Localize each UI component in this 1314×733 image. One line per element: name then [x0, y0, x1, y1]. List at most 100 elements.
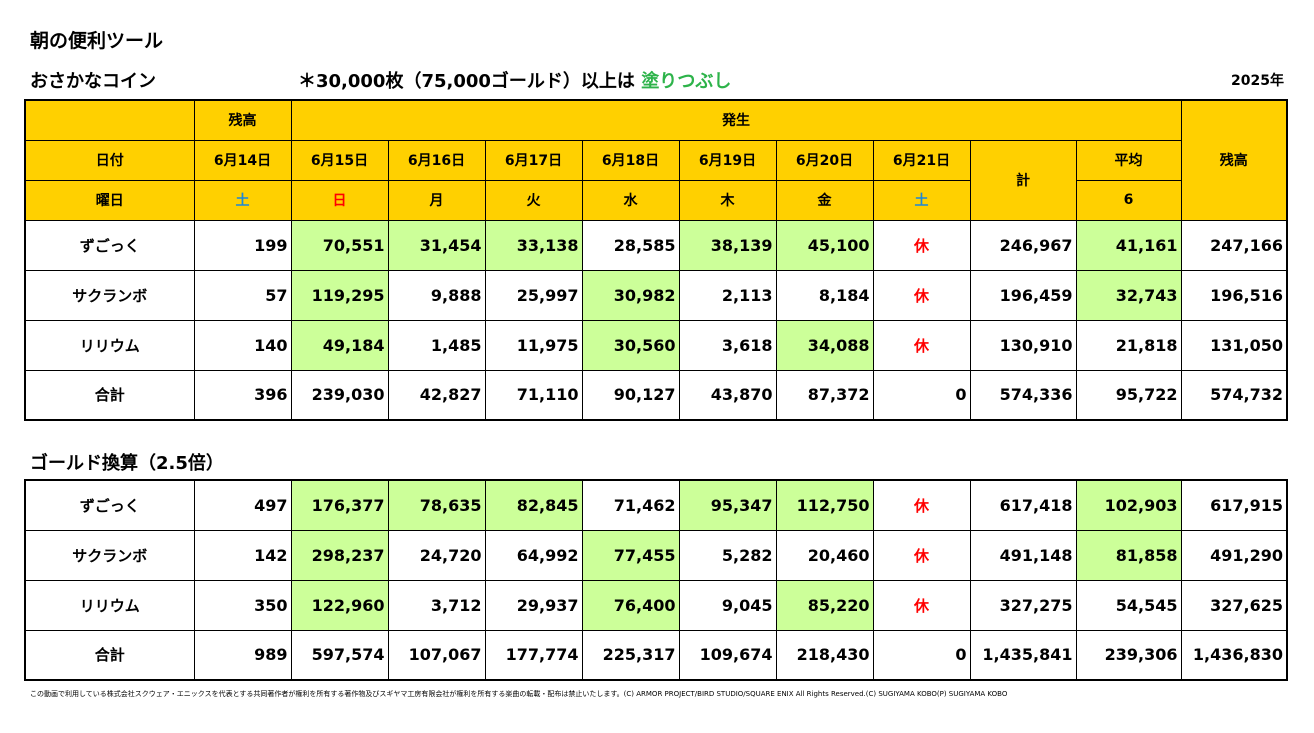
- header-date: 6月16日: [387, 139, 486, 181]
- table-sum-row: 合計 989 597,574 107,067 177,774 225,317 109,674…: [24, 629, 1288, 681]
- header-balance-start: 残高: [193, 99, 292, 141]
- highlight-note: ＊30,000枚（75,000ゴールド）以上は 塗りつぶし: [298, 67, 731, 93]
- sum-label: 合計: [24, 629, 195, 681]
- row-total: 196,459: [969, 269, 1077, 321]
- row-total: 246,967: [969, 219, 1077, 271]
- table-row: ずごっく 199 70,551 31,454 33,138 28,585 38,139 45,…: [24, 219, 1288, 271]
- row-name: サクランボ: [24, 529, 195, 581]
- header-weekday: 月: [387, 179, 486, 221]
- row-average: 81,858: [1075, 529, 1182, 581]
- row-average: 21,818: [1075, 319, 1182, 371]
- row-day-value: 122,960: [290, 579, 389, 631]
- row-day-value: 9,045: [678, 579, 777, 631]
- row-day-value: 24,720: [387, 529, 486, 581]
- header-row-weekdays: 曜日 土 日 月 火 水 木 金 土 6: [24, 179, 1287, 221]
- page-title: 朝の便利ツール: [30, 30, 164, 52]
- row-day-value: 8,184: [775, 269, 874, 321]
- row-day-value: 2,113: [678, 269, 777, 321]
- coins-table: 残高 発生 残高 日付 6月14日 6月15日 6月16日 6月17日 6月18…: [24, 99, 1288, 421]
- row-day-value: 20,460: [775, 529, 874, 581]
- header-prev-weekday: 土: [193, 179, 292, 221]
- sum-end-balance: 1,436,830: [1180, 629, 1288, 681]
- sum-label: 合計: [24, 369, 195, 421]
- table-row: サクランボ 57 119,295 9,888 25,997 30,982 2,113 8,18…: [24, 269, 1288, 321]
- row-day-value: 3,712: [387, 579, 486, 631]
- header-date-label: 日付: [24, 139, 195, 181]
- gold-section-title: ゴールド換算（2.5倍）: [30, 453, 224, 474]
- header-total: 計: [969, 139, 1077, 221]
- row-end-balance: 491,290: [1180, 529, 1288, 581]
- sum-day-value: 90,127: [581, 369, 680, 421]
- row-day-value: 25,997: [484, 269, 583, 321]
- row-total: 617,418: [969, 479, 1077, 531]
- row-rest-mark: 休: [872, 529, 971, 581]
- row-average: 102,903: [1075, 479, 1182, 531]
- row-end-balance: 247,166: [1180, 219, 1288, 271]
- row-end-balance: 327,625: [1180, 579, 1288, 631]
- row-start-balance: 57: [193, 269, 292, 321]
- sum-start-balance: 396: [193, 369, 292, 421]
- table-row: リリウム 140 49,184 1,485 11,975 30,560 3,618 34,08…: [24, 319, 1288, 371]
- header-weekday: 水: [581, 179, 680, 221]
- row-total: 327,275: [969, 579, 1077, 631]
- row-start-balance: 199: [193, 219, 292, 271]
- row-day-value: 95,347: [678, 479, 777, 531]
- header-occurrence: 発生: [290, 99, 1182, 141]
- row-day-value: 30,982: [581, 269, 680, 321]
- row-day-value: 112,750: [775, 479, 874, 531]
- sum-day-value: 71,110: [484, 369, 583, 421]
- sum-day-value: 87,372: [775, 369, 874, 421]
- row-average: 32,743: [1075, 269, 1182, 321]
- row-day-value: 82,845: [484, 479, 583, 531]
- row-day-value: 85,220: [775, 579, 874, 631]
- row-day-value: 28,585: [581, 219, 680, 271]
- header-weekday: 日: [290, 179, 389, 221]
- row-start-balance: 142: [193, 529, 292, 581]
- row-day-value: 1,485: [387, 319, 486, 371]
- row-day-value: 71,462: [581, 479, 680, 531]
- header-weekday: 火: [484, 179, 583, 221]
- header-balance-end: 残高: [1180, 99, 1288, 221]
- sum-average: 95,722: [1075, 369, 1182, 421]
- row-day-value: 33,138: [484, 219, 583, 271]
- row-end-balance: 131,050: [1180, 319, 1288, 371]
- row-day-value: 64,992: [484, 529, 583, 581]
- row-day-value: 176,377: [290, 479, 389, 531]
- row-day-value: 38,139: [678, 219, 777, 271]
- row-rest-mark: 休: [872, 579, 971, 631]
- row-day-value: 78,635: [387, 479, 486, 531]
- row-name: リリウム: [24, 579, 195, 631]
- header-row-1: 残高 発生 残高: [24, 99, 1288, 221]
- sum-day-value: 42,827: [387, 369, 486, 421]
- sum-day-value: 0: [872, 369, 971, 421]
- header-date: 6月17日: [484, 139, 583, 181]
- sum-day-value: 43,870: [678, 369, 777, 421]
- row-day-value: 9,888: [387, 269, 486, 321]
- row-start-balance: 350: [193, 579, 292, 631]
- sum-day-value: 225,317: [581, 629, 680, 681]
- sum-start-balance: 989: [193, 629, 292, 681]
- row-start-balance: 497: [193, 479, 292, 531]
- row-day-value: 34,088: [775, 319, 874, 371]
- row-day-value: 45,100: [775, 219, 874, 271]
- row-day-value: 31,454: [387, 219, 486, 271]
- header-weekday: 木: [678, 179, 777, 221]
- row-day-value: 3,618: [678, 319, 777, 371]
- note-highlight: 塗りつぶし: [641, 71, 732, 92]
- table-row: ずごっく 497 176,377 78,635 82,845 71,462 95,347 11…: [24, 479, 1288, 531]
- sum-day-value: 109,674: [678, 629, 777, 681]
- row-day-value: 76,400: [581, 579, 680, 631]
- header-weekday: 土: [872, 179, 971, 221]
- gold-table: ずごっく 497 176,377 78,635 82,845 71,462 95,347 11…: [24, 479, 1288, 681]
- sum-day-value: 177,774: [484, 629, 583, 681]
- row-day-value: 70,551: [290, 219, 389, 271]
- sum-day-value: 0: [872, 629, 971, 681]
- note-prefix: ＊30,000枚（75,000ゴールド）以上は: [298, 71, 642, 92]
- header-prev-date: 6月14日: [193, 139, 292, 181]
- header-date: 6月21日: [872, 139, 971, 181]
- row-total: 130,910: [969, 319, 1077, 371]
- year-label: 2025年: [1231, 73, 1284, 89]
- row-day-value: 77,455: [581, 529, 680, 581]
- sum-day-value: 597,574: [290, 629, 389, 681]
- row-rest-mark: 休: [872, 269, 971, 321]
